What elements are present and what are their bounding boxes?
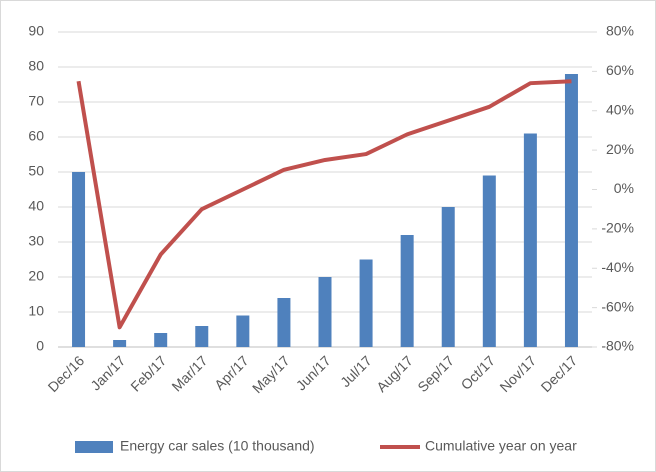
- legend-swatch: [75, 441, 113, 453]
- y2-tick-label: 0%: [614, 180, 634, 196]
- bar: [318, 277, 332, 347]
- y-tick-label: 90: [28, 23, 44, 39]
- y2-tick-label: -40%: [601, 259, 634, 275]
- bar: [564, 74, 578, 347]
- y-tick-label: 80: [28, 58, 44, 74]
- y-tick-label: 40: [28, 198, 44, 214]
- bar: [72, 172, 86, 347]
- y-tick-label: 70: [28, 93, 44, 109]
- bar: [359, 259, 373, 347]
- y2-tick-label: -60%: [601, 298, 634, 314]
- bar: [195, 326, 209, 347]
- y2-tick-label: 80%: [606, 23, 634, 39]
- y2-tick-label: 20%: [606, 141, 634, 157]
- y2-tick-label: 40%: [606, 101, 634, 117]
- bar: [400, 235, 414, 347]
- line: [76, 79, 572, 330]
- bar: [113, 340, 127, 347]
- y-tick-label: 60: [28, 128, 44, 144]
- legend-label: Cumulative year on year: [425, 438, 577, 454]
- bar: [236, 315, 250, 347]
- bar: [441, 207, 455, 347]
- y-tick-label: 20: [28, 268, 44, 284]
- y-tick-label: 10: [28, 303, 44, 319]
- bar: [277, 298, 291, 347]
- y2-tick-label: -80%: [601, 338, 634, 354]
- y-tick-label: 30: [28, 233, 44, 249]
- bar: [482, 175, 496, 347]
- y-tick-label: 0: [36, 338, 44, 354]
- bar: [523, 133, 537, 347]
- bar: [154, 333, 168, 347]
- y2-tick-label: 60%: [606, 62, 634, 78]
- y2-tick-label: -20%: [601, 220, 634, 236]
- legend-label: Energy car sales (10 thousand): [120, 438, 315, 454]
- y-tick-label: 50: [28, 163, 44, 179]
